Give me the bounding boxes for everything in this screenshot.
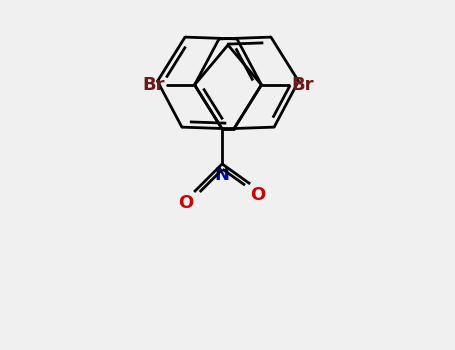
Text: N: N bbox=[215, 166, 230, 184]
Text: Br: Br bbox=[291, 76, 314, 94]
Text: Br: Br bbox=[142, 76, 165, 94]
Text: O: O bbox=[251, 186, 266, 204]
Text: O: O bbox=[178, 194, 194, 212]
